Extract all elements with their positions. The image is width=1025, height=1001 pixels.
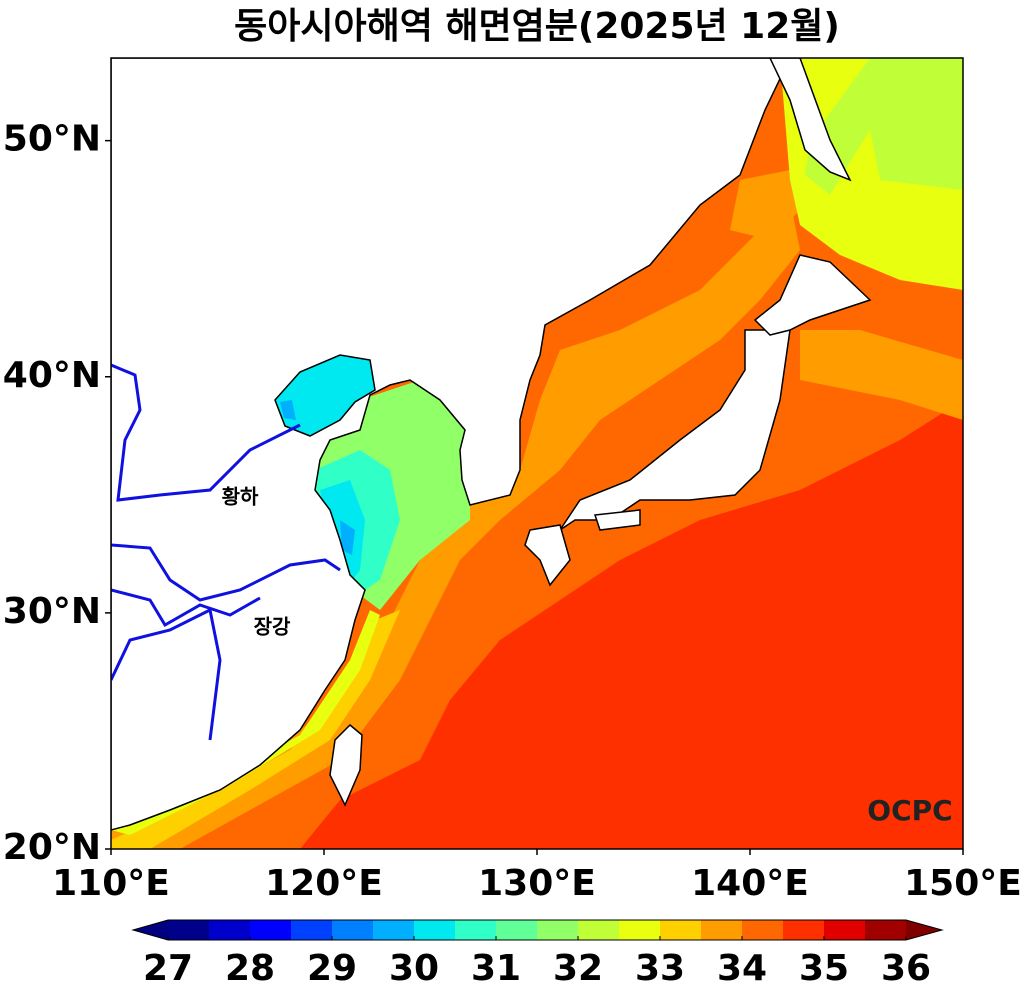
colorbar-cell [701, 920, 742, 940]
bohai-sea [274, 354, 376, 437]
colorbar-tick-label: 27 [143, 948, 193, 989]
colorbar-cell [824, 920, 865, 940]
colorbar-cell [250, 920, 291, 940]
colorbar-tick-label: 32 [553, 948, 603, 989]
river [111, 363, 301, 502]
x-tick-label: 150°E [904, 863, 1022, 904]
sea-field [280, 400, 296, 420]
colorbar-cell [168, 920, 209, 940]
colorbar-cell [455, 920, 496, 940]
colorbar-tick-label: 28 [225, 948, 275, 989]
colorbar-tick-label: 29 [307, 948, 357, 989]
colorbar-cell [742, 920, 783, 940]
logo: OCPC [867, 794, 952, 827]
kyushu [524, 524, 571, 587]
x-tick-label: 140°E [691, 863, 809, 904]
colorbar-cell [291, 920, 332, 940]
colorbar-cell [537, 920, 578, 940]
sea-field [805, 58, 963, 195]
sea-field [340, 520, 355, 555]
sea-field [800, 330, 963, 420]
river-label: 황하 [222, 485, 259, 509]
river [111, 543, 341, 602]
colorbar-cell [209, 920, 250, 940]
colorbar-cell [332, 920, 373, 940]
colorbar-cell [865, 920, 906, 940]
colorbar-cell [578, 920, 619, 940]
x-tick-label: 110°E [52, 863, 170, 904]
colorbar-tick-label: 35 [799, 948, 849, 989]
colorbar-extend [133, 920, 168, 940]
colorbar-tick-label: 36 [881, 948, 931, 989]
colorbar-cell [660, 920, 701, 940]
colorbar-cell [414, 920, 455, 940]
colorbar-extend [906, 920, 942, 940]
colorbar-tick-label: 33 [635, 948, 685, 989]
colorbar-tick-label: 31 [471, 948, 521, 989]
colorbar-tick-label: 30 [389, 948, 439, 989]
colorbar-tick-label: 34 [717, 948, 767, 989]
colorbar-cell [373, 920, 414, 940]
x-tick-label: 120°E [265, 863, 383, 904]
honshu [559, 329, 791, 531]
colorbar-cell [783, 920, 824, 940]
y-tick-label: 30°N [3, 591, 101, 632]
y-tick-label: 40°N [3, 355, 101, 396]
title: 동아시아해역 해면염분(2025년 12월) [234, 6, 840, 47]
x-tick-label: 130°E [478, 863, 596, 904]
taiwan [329, 723, 363, 807]
shikoku [593, 509, 641, 531]
sea-field [730, 170, 800, 240]
hokkaido [753, 254, 872, 336]
land [111, 58, 791, 831]
river [111, 588, 261, 741]
colorbar-cell [496, 920, 537, 940]
y-tick-label: 20°N [3, 827, 101, 868]
y-tick-label: 50°N [3, 119, 101, 160]
colorbar-cell [619, 920, 660, 940]
river-label: 장강 [254, 615, 291, 639]
map-area [111, 58, 963, 849]
sakhalin [769, 58, 852, 182]
